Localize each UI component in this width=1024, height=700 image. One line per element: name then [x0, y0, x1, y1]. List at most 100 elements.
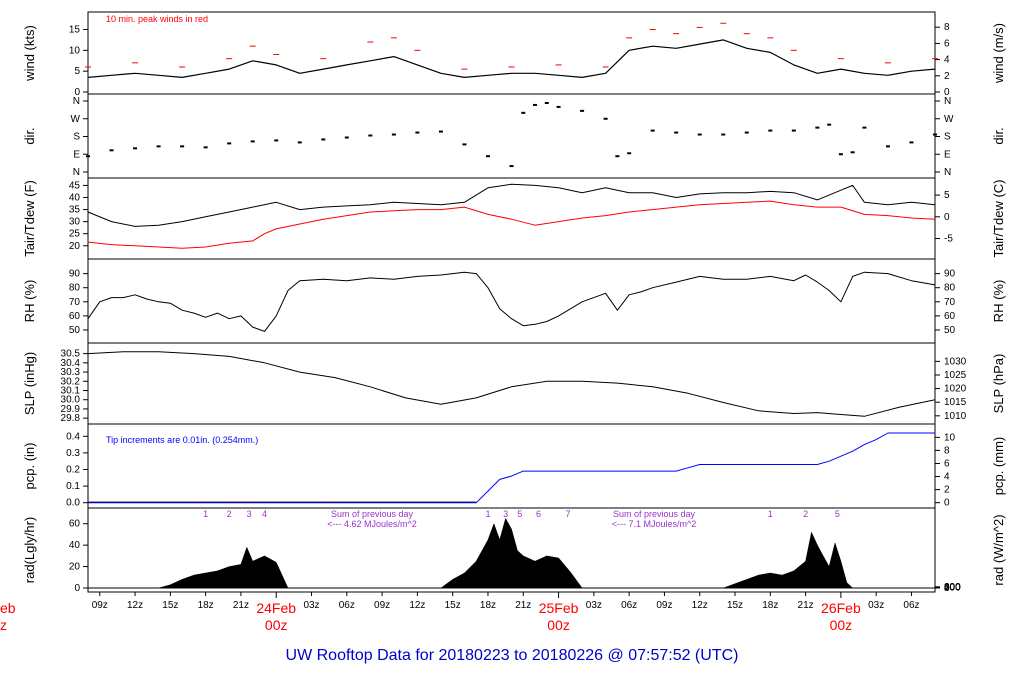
ytick-label-left-RH: 90	[69, 269, 81, 280]
xtick-label: 21z	[233, 600, 249, 611]
ylabel-left-precipitation: pcp. (in)	[22, 443, 37, 490]
ytick-label-right-temperature: -5	[944, 234, 953, 245]
ytick-label-left-dir: N	[73, 167, 80, 178]
day-label-time: 00z	[265, 617, 288, 633]
ytick-label-right-RH: 80	[944, 283, 956, 294]
ytick-label-right-dir: E	[944, 149, 951, 160]
xtick-label: 15z	[162, 600, 178, 611]
ytick-label-left-SLP: 30.3	[61, 367, 81, 378]
ylabel-left-SLP: SLP (inHg)	[22, 352, 37, 415]
ytick-label-right-radiation: 800	[944, 582, 961, 593]
xtick-label: 15z	[445, 600, 461, 611]
radiation-hour-marker: 3	[503, 509, 508, 519]
ytick-label-left-SLP: 30.2	[61, 376, 81, 387]
day-label-date: 25Feb	[539, 600, 579, 616]
ytick-label-left-RH: 70	[69, 297, 81, 308]
ylabel-left-RH: RH (%)	[22, 280, 37, 323]
xtick-label: 18z	[762, 600, 778, 611]
pcp-annotation: Tip increments are 0.01in. (0.254mm.)	[106, 435, 258, 445]
ytick-label-left-wind: 10	[69, 45, 81, 56]
ytick-label-right-radiation: 400	[944, 582, 961, 593]
ytick-label-right-wind: 4	[944, 55, 950, 66]
ylabel-left-dir: dir.	[22, 127, 37, 144]
ylabel-right-dir: dir.	[991, 127, 1006, 144]
ytick-label-left-precipitation: 0.0	[66, 498, 80, 509]
rh-line	[87, 271, 936, 332]
ytick-label-left-SLP: 30.0	[61, 395, 81, 406]
xtick-label: 12z	[409, 600, 425, 611]
panel-frame-temperature	[87, 177, 936, 260]
ytick-label-right-radiation: 200	[944, 583, 961, 594]
xtick-label: 09z	[374, 600, 390, 611]
ytick-label-right-wind: 8	[944, 22, 950, 33]
ytick-label-right-temperature: 5	[944, 190, 950, 201]
radiation-hour-marker: 2	[227, 509, 232, 519]
day-label-fragment-time: z	[0, 617, 7, 633]
ytick-label-right-SLP: 1030	[944, 356, 967, 367]
ytick-label-right-precipitation: 8	[944, 445, 950, 456]
radiation-hour-marker: 1	[768, 509, 773, 519]
ylabel-left-radiation: rad(Lgly/hr)	[22, 517, 37, 583]
ylabel-left-wind: wind (kts)	[22, 25, 37, 82]
ytick-label-right-wind: 6	[944, 38, 950, 49]
ytick-label-left-RH: 60	[69, 311, 81, 322]
day-label-time: 00z	[547, 617, 570, 633]
ylabel-left-temperature: Tair/Tdew (F)	[22, 180, 37, 257]
ytick-label-right-dir: W	[944, 114, 954, 125]
ytick-label-right-wind: 0	[944, 87, 950, 98]
ylabel-right-RH: RH (%)	[991, 280, 1006, 323]
xtick-label: 06z	[339, 600, 355, 611]
radiation-area	[158, 546, 289, 589]
xtick-label: 21z	[515, 600, 531, 611]
ytick-label-right-SLP: 1010	[944, 411, 967, 422]
ytick-label-right-RH: 70	[944, 297, 956, 308]
xtick-label: 09z	[656, 600, 672, 611]
slp-line	[87, 351, 936, 417]
radiation-hour-marker: 7	[565, 509, 570, 519]
wind-annotation: 10 min. peak winds in red	[106, 14, 208, 24]
ytick-label-left-radiation: 20	[69, 562, 81, 573]
ytick-label-left-SLP: 29.8	[61, 413, 81, 424]
radiation-area	[440, 517, 583, 589]
ytick-label-left-SLP: 30.4	[61, 358, 81, 369]
ytick-label-left-temperature: 35	[69, 205, 81, 216]
xtick-label: 09z	[92, 600, 108, 611]
ytick-label-left-temperature: 45	[69, 180, 81, 191]
ytick-label-left-dir: W	[71, 114, 81, 125]
ytick-label-right-precipitation: 6	[944, 458, 950, 469]
ytick-label-right-SLP: 1025	[944, 370, 967, 381]
ytick-label-right-dir: N	[944, 96, 951, 107]
radiation-hour-marker: 5	[835, 509, 840, 519]
ytick-label-left-precipitation: 0.3	[66, 448, 80, 459]
wind-speed-line	[87, 39, 936, 79]
ytick-label-left-precipitation: 0.2	[66, 464, 80, 475]
ytick-label-left-SLP: 29.9	[61, 404, 81, 415]
xtick-label: 03z	[868, 600, 884, 611]
ytick-label-right-precipitation: 4	[944, 472, 950, 483]
radiation-hour-marker: 4	[262, 509, 267, 519]
radiation-area	[723, 531, 854, 589]
radiation-hour-marker: 1	[203, 509, 208, 519]
ylabel-right-temperature: Tair/Tdew (C)	[991, 179, 1006, 257]
radiation-hour-marker: 2	[803, 509, 808, 519]
panel-frame-wind	[87, 11, 936, 95]
ytick-label-left-temperature: 40	[69, 192, 81, 203]
xtick-label: 06z	[903, 600, 919, 611]
chart-title: UW Rooftop Data for 20180223 to 20180226…	[285, 647, 739, 664]
day-label-time: 00z	[830, 617, 853, 633]
ytick-label-right-radiation: 600	[944, 582, 961, 593]
ytick-label-left-SLP: 30.5	[61, 349, 81, 360]
daily-sum-title: Sum of previous day	[613, 509, 696, 519]
daily-sum-value: <--- 4.62 MJoules/m^2	[327, 519, 417, 529]
xtick-label: 18z	[198, 600, 214, 611]
radiation-hour-marker: 5	[517, 509, 522, 519]
xtick-label: 18z	[480, 600, 496, 611]
tdew-line	[87, 200, 936, 249]
radiation-hour-marker: 1	[485, 509, 490, 519]
day-label-date: 26Feb	[821, 600, 861, 616]
ytick-label-left-temperature: 25	[69, 229, 81, 240]
ytick-label-right-precipitation: 2	[944, 485, 950, 496]
daily-sum-value: <--- 7.1 MJoules/m^2	[612, 519, 697, 529]
xtick-label: 15z	[727, 600, 743, 611]
ytick-label-left-radiation: 60	[69, 519, 81, 530]
